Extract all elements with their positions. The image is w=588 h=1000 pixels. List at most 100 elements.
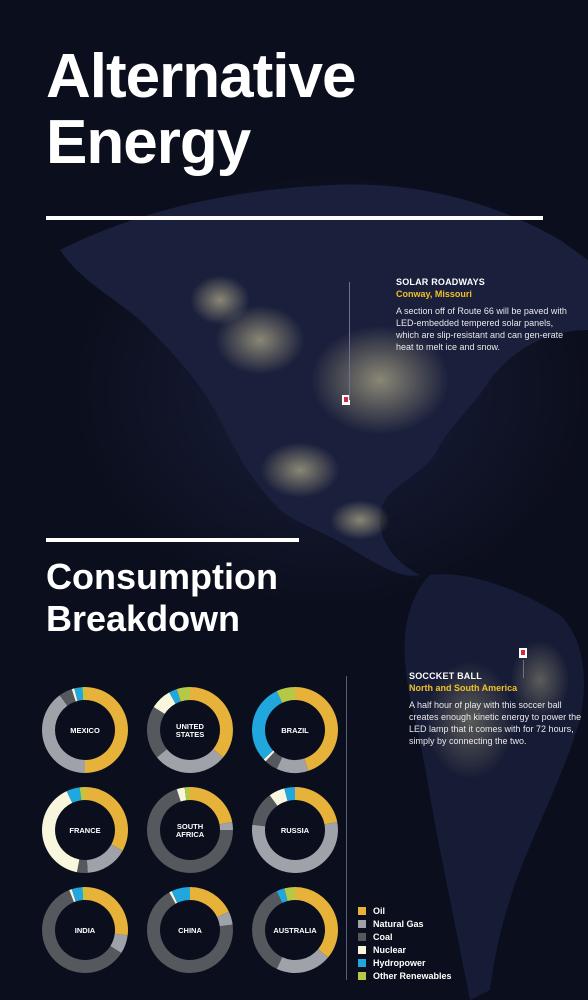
donut-label: UNITED xyxy=(176,722,205,731)
donut-slice-nuclear xyxy=(263,750,275,762)
legend-label: Nuclear xyxy=(373,944,407,955)
legend-item-hydropower: Hydropower xyxy=(358,956,452,969)
donut-slice-coal xyxy=(252,795,278,827)
donut-slice-other-renewables xyxy=(79,787,85,801)
donut-slice-natural-gas xyxy=(276,949,329,973)
note-solar-roadways: SOLAR ROADWAYS Conway, Missouri A sectio… xyxy=(396,276,572,353)
legend-label: Hydropower xyxy=(373,957,426,968)
donut-slice-coal xyxy=(265,751,283,769)
donut-slice-natural-gas xyxy=(86,844,123,873)
legend-swatch xyxy=(358,906,366,915)
donut-slice-hydropower xyxy=(251,691,283,760)
main-title: Alternative Energy xyxy=(46,42,356,177)
title-line-2: Energy xyxy=(46,108,251,177)
donut-label: CHINA xyxy=(178,926,202,935)
donut-slice-other-renewables xyxy=(82,687,85,701)
donut-slice-oil xyxy=(295,787,338,825)
donut-slice-oil xyxy=(85,787,128,851)
donut-slice-hydropower xyxy=(276,888,288,903)
donut-label: BRAZIL xyxy=(281,726,309,735)
donut-slice-other-renewables xyxy=(82,887,85,901)
donut-label: MEXICO xyxy=(70,726,100,735)
donut-slice-natural-gas xyxy=(41,695,85,773)
donut-label: AUSTRALIA xyxy=(273,926,317,935)
donut-slice-coal xyxy=(252,891,283,969)
note-soccket-ball: SOCCKET BALL North and South America A h… xyxy=(409,670,583,747)
donut-label: AFRICA xyxy=(176,830,205,839)
legend-swatch xyxy=(358,958,366,967)
legend-item-nuclear: Nuclear xyxy=(358,943,452,956)
legend-swatch xyxy=(358,932,366,941)
note-location: Conway, Missouri xyxy=(396,289,472,299)
donut-slice-other-renewables xyxy=(284,887,295,901)
donut-slice-natural-gas xyxy=(251,821,338,874)
donut-slice-oil xyxy=(190,787,233,825)
donut-slice-hydropower xyxy=(169,689,181,704)
title-rule xyxy=(46,216,543,220)
donut-slice-oil xyxy=(295,687,339,771)
title-line-1: Alternative xyxy=(46,42,356,111)
donut-slice-other-renewables xyxy=(276,687,295,703)
donut-slice-nuclear xyxy=(153,692,176,714)
donut-slice-coal xyxy=(147,892,234,973)
legend-item-coal: Coal xyxy=(358,930,452,943)
legend-item-other-renewables: Other Renewables xyxy=(358,969,452,982)
donut-slice-coal xyxy=(41,890,122,973)
note-connector-line xyxy=(523,660,524,678)
legend-swatch xyxy=(358,945,366,954)
section-title: Consumption Breakdown xyxy=(46,556,278,640)
donut-label: SOUTH xyxy=(177,822,203,831)
section-rule xyxy=(46,538,299,542)
donut-slice-oil xyxy=(190,887,229,918)
donut-slice-nuclear xyxy=(169,891,178,904)
donut-slice-nuclear xyxy=(41,791,80,873)
donut-label: FRANCE xyxy=(69,826,100,835)
donut-slice-oil xyxy=(85,887,128,936)
donut-slice-nuclear xyxy=(269,788,288,806)
note-body: A half hour of play with this soccer bal… xyxy=(409,700,582,746)
donut-label: STATES xyxy=(176,730,204,739)
soccket-ball-marker xyxy=(519,648,527,658)
donut-label: INDIA xyxy=(75,926,96,935)
donut-slice-coal xyxy=(147,789,233,873)
donut-slice-natural-gas xyxy=(156,749,224,773)
legend-label: Other Renewables xyxy=(373,970,452,981)
donut-slice-nuclear xyxy=(176,787,187,802)
legend-swatch xyxy=(358,971,366,980)
note-title: SOCCKET BALL xyxy=(409,671,482,681)
donut-slice-oil xyxy=(295,887,338,958)
donut-slice-other-renewables xyxy=(184,787,190,801)
donut-slice-natural-gas xyxy=(219,821,233,830)
donut-mexico: MEXICO xyxy=(41,687,128,773)
donut-slice-oil xyxy=(190,687,234,758)
donut-slice-natural-gas xyxy=(217,911,233,927)
donut-slice-hydropower xyxy=(66,787,82,803)
donut-australia: AUSTRALIA xyxy=(252,887,338,973)
donut-slice-hydropower xyxy=(171,887,190,903)
donut-slice-hydropower xyxy=(284,787,295,801)
donut-brazil: BRAZIL xyxy=(251,687,339,773)
city-lights xyxy=(190,275,570,780)
donut-india: INDIA xyxy=(41,887,128,973)
donut-slice-coal xyxy=(76,859,88,873)
section-line-1: Consumption xyxy=(46,556,278,597)
donut-slice-nuclear xyxy=(69,889,76,903)
donut-slice-natural-gas xyxy=(110,933,128,954)
note-location: North and South America xyxy=(409,683,518,693)
note-body: A section off of Route 66 will be paved … xyxy=(396,306,567,352)
chart-legend: Oil Natural Gas Coal Nuclear Hydropower … xyxy=(358,904,452,982)
legend-label: Coal xyxy=(373,931,393,942)
note-title: SOLAR ROADWAYS xyxy=(396,277,485,287)
legend-label: Natural Gas xyxy=(373,918,424,929)
donut-slice-hydropower xyxy=(71,887,84,902)
donut-slice-oil xyxy=(85,687,128,773)
legend-item-oil: Oil xyxy=(358,904,452,917)
section-line-2: Breakdown xyxy=(46,598,241,639)
solar-roadways-marker xyxy=(342,395,350,405)
note-connector-line xyxy=(349,282,350,400)
